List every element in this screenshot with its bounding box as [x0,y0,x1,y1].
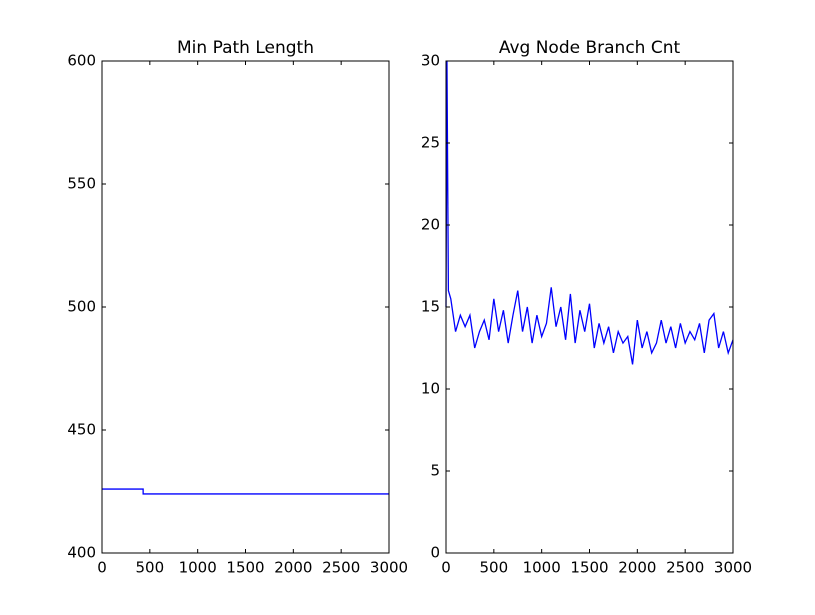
x-tick-label: 500 [480,559,509,577]
x-tick-label: 3000 [370,559,408,577]
x-tick-label: 3000 [714,559,752,577]
axes-frame [101,60,390,554]
y-tick-label: 10 [421,380,440,398]
y-tick-label: 25 [421,134,440,152]
x-tick-label: 1000 [523,559,561,577]
x-tick-label: 1500 [226,559,264,577]
subplot-title: Avg Node Branch Cnt [499,38,681,58]
y-tick-label: 400 [67,544,96,562]
y-tick-label: 0 [430,544,440,562]
y-tick-label: 600 [67,52,96,70]
data-line [445,60,734,365]
y-tick-label: 500 [67,298,96,316]
y-tick-label: 450 [67,421,96,439]
x-tick-label: 1500 [570,559,608,577]
y-tick-label: 30 [421,52,440,70]
data-line [102,488,389,495]
x-tick-label: 0 [97,559,107,577]
y-tick-label: 20 [421,216,440,234]
y-tick-label: 550 [67,175,96,193]
subplot-title: Min Path Length [177,38,314,58]
x-tick-label: 1000 [179,559,217,577]
x-tick-label: 2500 [666,559,704,577]
x-tick-label: 500 [136,559,165,577]
x-tick-label: 2500 [322,559,360,577]
y-tick-label: 5 [430,462,440,480]
x-tick-label: 2000 [618,559,656,577]
x-tick-label: 2000 [274,559,312,577]
x-tick-label: 0 [441,559,451,577]
y-tick-label: 15 [421,298,440,316]
